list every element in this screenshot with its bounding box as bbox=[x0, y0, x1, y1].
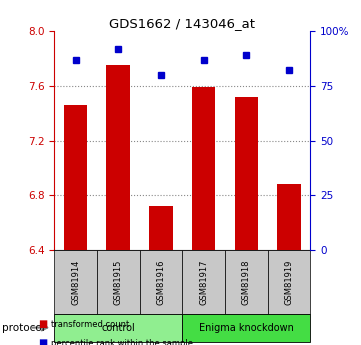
Text: ■: ■ bbox=[38, 338, 47, 345]
Bar bbox=[182, 250, 225, 314]
Bar bbox=[235, 97, 258, 250]
Text: control: control bbox=[101, 323, 135, 333]
Bar bbox=[97, 250, 140, 314]
Text: protocol: protocol bbox=[2, 323, 44, 333]
Text: GSM81918: GSM81918 bbox=[242, 259, 251, 305]
Bar bbox=[149, 206, 173, 250]
Title: GDS1662 / 143046_at: GDS1662 / 143046_at bbox=[109, 17, 255, 30]
Text: GSM81919: GSM81919 bbox=[284, 259, 293, 305]
Bar bbox=[54, 250, 97, 314]
Bar bbox=[64, 105, 87, 250]
Text: GSM81914: GSM81914 bbox=[71, 259, 80, 305]
Bar bbox=[268, 250, 310, 314]
Text: transformed count: transformed count bbox=[51, 320, 129, 329]
Bar bbox=[182, 314, 310, 342]
Text: Enigma knockdown: Enigma knockdown bbox=[199, 323, 294, 333]
Bar bbox=[277, 184, 301, 250]
Text: ■: ■ bbox=[38, 319, 47, 329]
Bar bbox=[192, 87, 216, 250]
Bar bbox=[140, 250, 182, 314]
Text: GSM81916: GSM81916 bbox=[156, 259, 165, 305]
Bar bbox=[54, 314, 182, 342]
Text: GSM81915: GSM81915 bbox=[114, 259, 123, 305]
Bar bbox=[106, 65, 130, 250]
Text: percentile rank within the sample: percentile rank within the sample bbox=[51, 339, 192, 345]
Text: GSM81917: GSM81917 bbox=[199, 259, 208, 305]
Bar bbox=[225, 250, 268, 314]
